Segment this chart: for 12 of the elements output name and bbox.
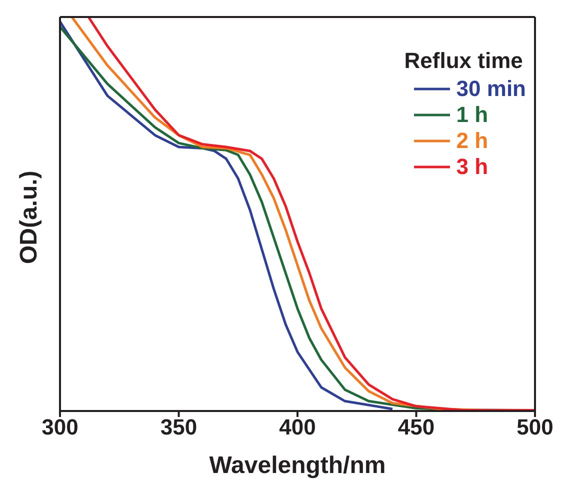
y-axis-title: OD(a.u.)	[16, 170, 43, 264]
x-tick-label: 450	[398, 414, 435, 440]
legend-label: 1 h	[456, 102, 488, 128]
legend-label: 2 h	[456, 128, 488, 154]
legend-label: 30 min	[456, 76, 526, 102]
x-tick-label: 350	[160, 414, 198, 440]
legend-title: Reflux time	[404, 48, 524, 74]
x-tick-label: 300	[42, 414, 78, 440]
x-tick-label: 500	[516, 414, 554, 440]
legend-label: 3 h	[456, 154, 488, 180]
x-axis-title: Wavelength/nm	[209, 452, 386, 479]
x-tick-label: 400	[279, 414, 316, 440]
